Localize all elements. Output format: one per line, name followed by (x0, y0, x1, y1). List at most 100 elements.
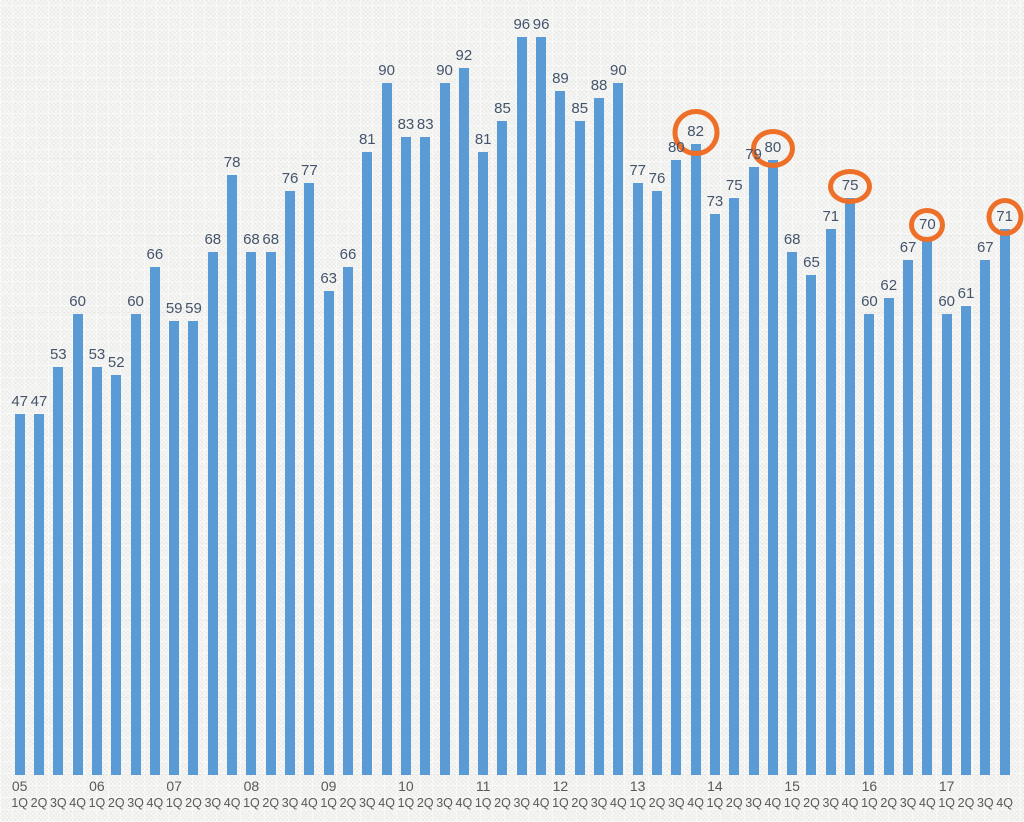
bar-group-17-4Q: 71 (986, 22, 1024, 775)
bar (999, 229, 1010, 775)
x-axis-year-spacer (821, 777, 840, 795)
x-axis-quarter-label: 4Q (455, 796, 473, 810)
data-label: 68 (204, 231, 222, 248)
x-axis-quarter-label: 2Q (30, 796, 48, 810)
x-axis-quarter-label: 1Q (783, 796, 801, 810)
bar-group-09-2Q: 66 (338, 22, 357, 775)
x-axis-quarter-label: 3Q (590, 796, 608, 810)
x-axis-year-spacer (184, 777, 203, 795)
data-label: 96 (532, 16, 550, 33)
x-axis-quarter-label: 2Q (725, 796, 743, 810)
x-axis-year-label: 13 (629, 778, 646, 794)
x-axis-year-spacer (493, 777, 512, 795)
x-axis-year-spacer (358, 777, 377, 795)
x-axis-quarter-label: 1Q (243, 796, 260, 810)
bar (478, 152, 489, 775)
x-axis-year-label: 08 (243, 778, 260, 794)
bar-group-05-3Q: 53 (49, 22, 68, 775)
bar-group-06-4Q: 66 (145, 22, 164, 775)
x-axis-year-spacer (995, 777, 1014, 795)
bar-group-07-2Q: 59 (184, 22, 203, 775)
x-axis-quarter-label: 4Q (687, 796, 704, 810)
bar-group-05-4Q: 60 (68, 22, 87, 775)
highlight-circle-icon (672, 108, 720, 156)
bar-group-13-4Q: 82 (672, 22, 720, 775)
x-axis-year-spacer (667, 777, 686, 795)
bar (246, 252, 257, 775)
x-axis-year-spacer (512, 777, 531, 795)
bar (903, 260, 914, 775)
x-axis-year-label: 15 (784, 778, 800, 794)
data-label: 82 (687, 123, 704, 140)
bar-group-11-3Q: 96 (512, 17, 531, 775)
x-axis-year-spacer (280, 777, 299, 795)
data-label: 59 (185, 300, 202, 317)
x-axis-year-spacer (976, 777, 995, 795)
data-label: 92 (455, 47, 473, 64)
x-axis-year-spacer (126, 777, 145, 795)
bar (285, 191, 296, 775)
bar (787, 252, 798, 775)
bar-group-16-3Q: 67 (898, 22, 917, 775)
bar (169, 321, 180, 775)
bar-group-16-2Q: 62 (879, 22, 898, 775)
bar-group-09-4Q: 90 (377, 22, 396, 775)
x-axis-quarter-label: 2Q (416, 796, 434, 810)
bar (941, 314, 952, 775)
x-axis-year-row: 05 06 07 08 09 10 11 12 13 14 15 16 17 (10, 777, 1014, 795)
x-axis-quarter-label: 2Q (185, 796, 202, 810)
highlight-circle-icon (828, 168, 873, 204)
bar (709, 214, 720, 775)
bars-row: 47 47 53 60 53 52 60 66 59 59 68 78 68 68 76 77 63 66 81 90… (10, 17, 1024, 775)
data-label: 83 (416, 116, 434, 133)
bar-group-08-2Q: 68 (261, 22, 280, 775)
data-label: 96 (513, 16, 531, 33)
bar (594, 98, 605, 775)
x-axis-quarter-label: 1Q (552, 796, 569, 810)
bar (72, 314, 83, 775)
bar (420, 137, 431, 775)
x-axis-year-spacer (261, 777, 280, 795)
bar (265, 252, 276, 775)
x-axis-quarter-label: 2Q (262, 796, 280, 810)
x-axis-quarter-label: 4Q (996, 796, 1013, 810)
x-axis-quarter-label: 3Q (436, 796, 453, 810)
bar (613, 83, 624, 775)
plot-area: 47 47 53 60 53 52 60 66 59 59 68 78 68 68 76 77 63 66 81 90… (10, 17, 1024, 775)
bar (439, 83, 450, 775)
data-label: 67 (976, 239, 994, 256)
data-label: 61 (957, 285, 975, 302)
x-axis-year-spacer (956, 777, 975, 795)
x-axis-year-spacer (647, 777, 666, 795)
bar-group-15-2Q: 65 (802, 22, 821, 775)
x-axis-year-spacer (300, 777, 319, 795)
x-axis-quarter-label: 2Q (803, 796, 820, 810)
x-axis-quarter-label: 1Q (397, 796, 415, 810)
x-axis-quarter-label: 1Q (938, 796, 955, 810)
bar-group-15-1Q: 68 (783, 22, 802, 775)
x-axis-quarter-label: 3Q (899, 796, 917, 810)
x-axis-quarter-label: 3Q (822, 796, 840, 810)
bar-group-10-3Q: 90 (435, 22, 454, 775)
bar-group-09-3Q: 81 (358, 22, 377, 775)
bar (362, 152, 373, 775)
x-axis-year-spacer (203, 777, 222, 795)
x-axis-quarter-label: 1Q (706, 796, 724, 810)
x-axis-year-spacer (531, 777, 550, 795)
bar (960, 306, 971, 775)
bar-group-10-4Q: 92 (454, 22, 473, 775)
x-axis-quarter-label: 3Q (745, 796, 762, 810)
data-label: 90 (378, 62, 395, 79)
bar-group-07-1Q: 59 (165, 22, 184, 775)
x-axis-year-label: 14 (707, 778, 723, 794)
bar-group-10-1Q: 83 (396, 22, 415, 775)
x-axis-quarter-label: 3Q (281, 796, 299, 810)
x-axis-quarter-label: 4Q (378, 796, 395, 810)
bar (14, 414, 25, 775)
data-label: 63 (320, 270, 337, 287)
bar-group-16-1Q: 60 (860, 22, 879, 775)
x-axis-year-spacer (377, 777, 396, 795)
bar (497, 121, 508, 775)
bar (690, 144, 701, 775)
bar (227, 175, 238, 775)
